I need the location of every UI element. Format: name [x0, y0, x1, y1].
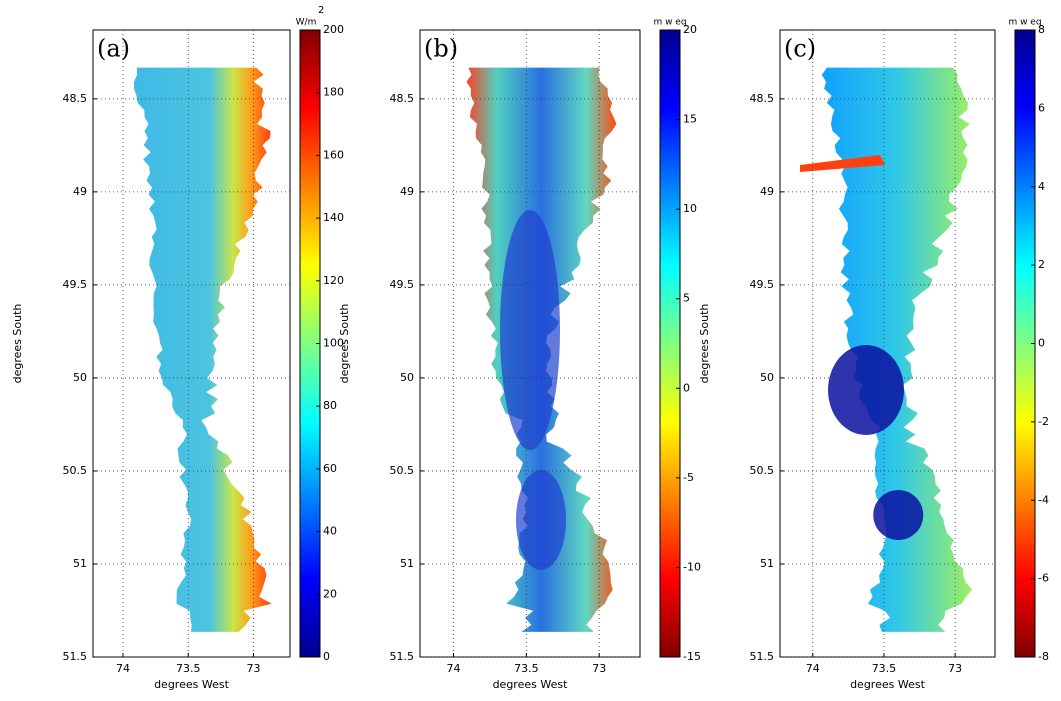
axes-frame: [419, 29, 641, 658]
axes-frame: [92, 29, 291, 658]
panel-label: (a): [97, 35, 130, 63]
y-tick-label: 48.5: [63, 92, 88, 105]
panel-label: (b): [424, 35, 458, 63]
basin: [828, 345, 904, 435]
y-axis-label: degrees South: [698, 304, 711, 384]
y-tick-label: 49: [400, 185, 414, 198]
x-tick-label: 74: [447, 662, 461, 675]
basin: [873, 490, 924, 540]
colorbar-label: m w eq: [653, 18, 686, 28]
x-tick-label: 73.5: [872, 662, 897, 675]
colorbar-label: W/m: [296, 18, 317, 28]
y-tick-label: 50.5: [63, 464, 88, 477]
colorbar: [659, 29, 681, 658]
colorbar-tick-label: 60: [323, 462, 337, 475]
accumulation-zone: [500, 210, 560, 450]
y-tick-label: 50: [400, 371, 414, 384]
y-tick-label: 51.5: [390, 650, 415, 663]
y-tick-label: 51.5: [750, 650, 775, 663]
colorbar-tick-label: 100: [323, 337, 344, 350]
colorbar-tick-label: 0: [323, 650, 330, 663]
ice-field: [821, 67, 973, 632]
x-axis-label: degrees West: [154, 678, 230, 691]
ice-field: [134, 67, 272, 632]
x-tick-label: 74: [116, 662, 130, 675]
colorbar-tick-label: 0: [683, 381, 690, 394]
colorbar-tick-label: -15: [683, 650, 701, 663]
y-tick-label: 50: [760, 371, 774, 384]
x-axis-label: degrees West: [493, 678, 569, 691]
y-tick-label: 49.5: [390, 278, 415, 291]
y-tick-label: 51: [760, 557, 774, 570]
colorbar-tick-label: -5: [683, 471, 694, 484]
colorbar-tick-label: 2: [1038, 258, 1045, 271]
colorbar-label-superscript: 2: [318, 5, 324, 16]
x-tick-label: 73: [592, 662, 606, 675]
colorbar-tick-label: 0: [1038, 337, 1045, 350]
colorbar-tick-label: 6: [1038, 101, 1045, 114]
colorbar-tick-label: 8: [1038, 23, 1045, 36]
colorbar-tick-label: 140: [323, 211, 344, 224]
colorbar-tick-label: 5: [683, 292, 690, 305]
colorbar-tick-label: 180: [323, 86, 344, 99]
y-tick-label: 51: [73, 557, 87, 570]
colorbar-tick-label: -8: [1038, 650, 1049, 663]
colorbar-tick-label: 20: [683, 23, 697, 36]
x-tick-label: 73: [246, 662, 260, 675]
colorbar-tick-label: 80: [323, 399, 337, 412]
y-tick-label: 49: [760, 185, 774, 198]
colorbar-tick-label: 4: [1038, 180, 1045, 193]
colorbar-tick-label: 160: [323, 148, 344, 161]
y-tick-label: 50.5: [390, 464, 415, 477]
x-tick-label: 74: [806, 662, 820, 675]
y-tick-label: 48.5: [750, 92, 775, 105]
colorbar-tick-label: 40: [323, 525, 337, 538]
colorbar-tick-label: 120: [323, 274, 344, 287]
colorbar-tick-label: 15: [683, 113, 697, 126]
y-tick-label: 51.5: [63, 650, 88, 663]
y-tick-label: 48.5: [390, 92, 415, 105]
x-tick-label: 73: [948, 662, 962, 675]
colorbar-tick-label: -6: [1038, 572, 1049, 585]
colorbar-tick-label: -2: [1038, 415, 1049, 428]
colorbar-tick-label: -10: [683, 560, 701, 573]
colorbar-tick-label: 200: [323, 23, 344, 36]
basin: [800, 155, 885, 172]
y-tick-label: 50: [73, 371, 87, 384]
y-axis-label: degrees South: [11, 304, 24, 384]
y-tick-label: 49.5: [750, 278, 775, 291]
axes-frame: [779, 29, 996, 658]
y-tick-label: 49: [73, 185, 87, 198]
y-tick-label: 51: [400, 557, 414, 570]
accumulation-zone: [516, 470, 566, 570]
x-axis-label: degrees West: [850, 678, 926, 691]
colorbar-label: m w eq: [1008, 18, 1041, 28]
y-tick-label: 50.5: [750, 464, 775, 477]
colorbar-tick-label: 10: [683, 202, 697, 215]
y-axis-label: degrees South: [338, 304, 351, 384]
colorbar-tick-label: -4: [1038, 493, 1049, 506]
y-tick-label: 49.5: [63, 278, 88, 291]
x-tick-label: 73.5: [514, 662, 539, 675]
panel-label: (c): [784, 35, 816, 63]
x-tick-label: 73.5: [176, 662, 201, 675]
colorbar-tick-label: 20: [323, 587, 337, 600]
